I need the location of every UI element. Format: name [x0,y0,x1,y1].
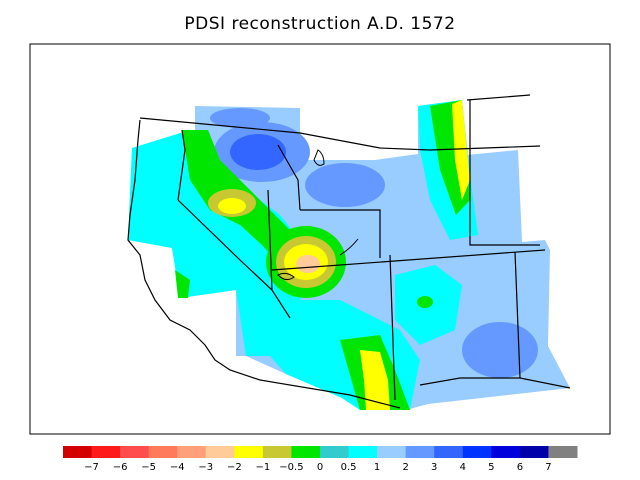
or-id-border [177,129,186,201]
legend-swatch [491,446,521,458]
legend-swatch [205,446,235,458]
lakes [277,149,359,281]
legend-swatches [63,446,578,458]
legend-label: −6 [113,462,128,473]
dakota-border [466,94,531,101]
legend-label: 6 [517,462,523,473]
field-yellow-nevada [218,198,246,214]
legend-swatch [548,446,578,458]
field-green-ca [175,270,190,298]
legend-label: 2 [402,462,408,473]
legend-labels: −7 −6 −5 −4 −3 −2 −1 −0.5 0 0.5 1 2 3 4 5 6 7 [84,462,551,473]
legend-label: −0.5 [279,462,303,473]
field-blue-idaho-core [230,134,286,170]
legend-swatch [434,446,464,458]
legend-swatch [462,446,492,458]
az-mex-border [259,379,401,409]
coastline [127,119,261,381]
four-corners-ns [389,254,396,401]
legend-label: 3 [431,462,437,473]
legend-label: −3 [198,462,213,473]
field-green-nm [417,296,433,308]
legend-swatch [234,446,264,458]
legend-label: 7 [545,462,551,473]
legend-swatch [348,446,378,458]
legend-swatch [320,446,350,458]
legend-swatch [148,446,178,458]
field-blue-ne [210,108,270,128]
legend-swatch [120,446,150,458]
plains-border [469,100,540,246]
lake-powell [339,238,359,256]
legend-swatch [291,446,321,458]
lake-mead [277,272,295,281]
legend-swatch [91,446,121,458]
map-frame [29,43,611,435]
id-mt-border [277,144,301,211]
legend-swatch [63,446,93,458]
state-boundaries [127,94,571,409]
legend-label: −7 [84,462,99,473]
legend-label: −1 [256,462,271,473]
legend-label: −5 [141,462,156,473]
legend-label: 4 [460,462,466,473]
legend-swatch [519,446,549,458]
legend-label: 1 [374,462,380,473]
great-salt-lake [313,149,325,166]
field-peach-utah [296,255,320,273]
legend-label: −4 [170,462,185,473]
legend-swatch [405,446,435,458]
field-cyan-west [128,130,310,356]
ca-nv-border [177,199,291,319]
field-yellow-arizona [360,350,390,410]
legend-swatch [262,446,292,458]
legend-swatch [177,446,207,458]
field-yellow-montana [452,100,470,200]
nm-tx-border [514,251,521,379]
legend-label: −2 [227,462,242,473]
legend-label: 5 [488,462,494,473]
nv-ut-border [267,189,273,291]
wy-border [300,209,381,258]
legend-label: 0 [317,462,323,473]
tx-border [419,377,571,389]
legend-label: 0.5 [341,462,357,473]
canada-border [139,117,541,151]
legend-swatch [377,446,407,458]
map-title: PDSI reconstruction A.D. 1572 [184,14,456,34]
four-corners-ew [271,249,546,271]
field-blue-wyoming [305,163,385,207]
